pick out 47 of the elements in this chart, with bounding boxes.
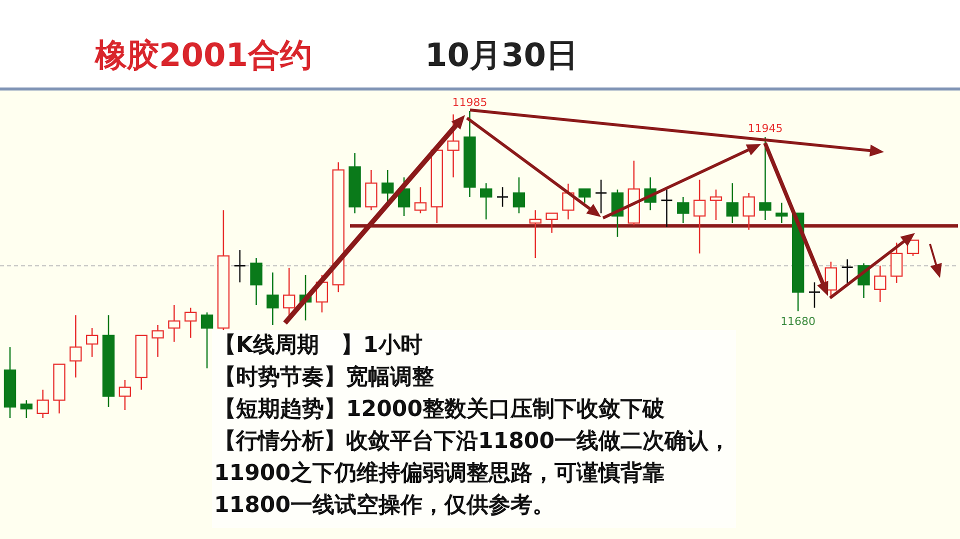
candlestick: [250, 257, 262, 306]
candlestick: [480, 182, 492, 220]
candlestick: [693, 179, 706, 254]
candlestick: [759, 136, 772, 221]
candlestick: [529, 210, 542, 259]
annotation: 11680: [780, 315, 816, 328]
candlestick: [118, 379, 132, 411]
annotation: 【时势节奏】宽幅调整: [214, 364, 435, 392]
annotation: 11945: [748, 122, 783, 136]
candlestick: [906, 240, 920, 257]
candlestick: [70, 314, 82, 378]
candlestick: [742, 192, 755, 230]
candlestick: [184, 307, 197, 339]
candlestick: [382, 169, 394, 204]
candlestick: [447, 114, 460, 178]
annotation: 【短期趋势】12000整数关口压制下收敛下破: [214, 396, 666, 424]
candlestick: [152, 324, 164, 358]
candlestick: [283, 267, 296, 318]
annotation: 【K线周期 】1小时: [214, 332, 424, 360]
candlestick: [660, 188, 673, 228]
candlestick: [562, 183, 574, 220]
candlestick: [414, 186, 427, 214]
candlestick: [841, 258, 854, 284]
candlestick: [726, 182, 738, 224]
candlestick: [168, 304, 180, 343]
candlestick: [890, 242, 903, 284]
chart-title: 橡胶2001合约: [94, 36, 312, 74]
candlestick: [512, 176, 526, 214]
text: 【行情分析】收敛平台下沿11800一线做二次确认，11900之下仍维持偏弱调整思路，可谨慎背靠11800一线试空操作，仅供参考。: [214, 428, 732, 520]
candlestick: [594, 179, 608, 214]
candlestick: [200, 312, 214, 369]
chart-subtitle: 10月30日: [425, 36, 578, 74]
candlestick: [496, 186, 509, 208]
candlestick: [808, 282, 821, 308]
candlestick: [578, 188, 591, 204]
candlestick: [266, 272, 279, 326]
candlestick: [677, 196, 690, 224]
candlestick: [874, 265, 886, 303]
candlestick: [234, 249, 246, 283]
candlestick: [36, 389, 49, 419]
candlestick: [710, 188, 722, 221]
candlestick: [365, 169, 378, 211]
candlestick: [776, 202, 788, 224]
candlestick: [86, 327, 98, 358]
candlestick: [546, 212, 558, 234]
candlestick: [20, 400, 33, 419]
annotation: 11985: [452, 96, 488, 109]
